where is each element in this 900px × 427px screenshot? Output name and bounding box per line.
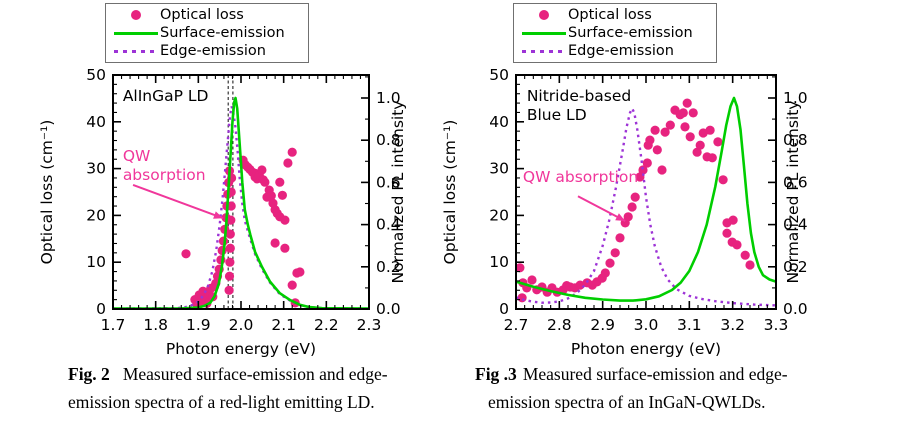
legend-label: Optical loss — [568, 7, 652, 23]
legend-label: Edge-emission — [568, 43, 674, 59]
fig2-caption-line1: Measured surface-emission and edge- — [122, 364, 388, 384]
x-axis-title: Photon energy (eV) — [571, 340, 721, 358]
edge-emission-marker-icon — [114, 49, 158, 53]
qw-absorption-label: QW absorption — [523, 168, 638, 186]
legend-item-optical-loss: Optical loss — [112, 6, 304, 24]
x-tick-label: 3.2 — [720, 316, 745, 334]
y-tick-label-left: 30 — [86, 160, 106, 178]
legend-item-edge-emission: Edge-emission — [520, 42, 712, 60]
y-axis-title-right: Normalized PL intensity — [784, 101, 802, 284]
edge-emission-marker-icon — [522, 49, 566, 53]
y-tick-label-left: 40 — [86, 113, 106, 131]
y-tick-label-left: 0 — [499, 300, 509, 318]
y-tick-label-right: 0.6 — [783, 173, 808, 191]
y-tick-label-left: 20 — [86, 206, 106, 224]
fig3-legend: Optical loss Surface-emission Edge-emiss… — [513, 3, 717, 63]
x-tick-label: 2.2 — [314, 316, 339, 334]
fig3-caption-line1: Measured surface-emission and edge- — [522, 364, 788, 384]
optical-loss-marker-icon — [539, 10, 549, 20]
x-tick-label: 2.1 — [271, 316, 296, 334]
fig2-chart: 1.7 1.8 1.9 2.0 2.1 2.2 2.3 0 10 20 30 40 50 0.0 0.2 0.… — [38, 66, 407, 358]
edge-emission-curve — [112, 106, 370, 310]
axis-ticks — [515, 74, 777, 310]
x-tick-label: 3.1 — [677, 316, 702, 334]
x-tick-label: 2.7 — [504, 316, 529, 334]
x-tick-label: 1.8 — [143, 316, 168, 334]
fig3-caption-number: Fig .3 — [475, 364, 517, 384]
qw-absorption-arrow — [132, 184, 224, 220]
surface-emission-marker-icon — [114, 31, 158, 35]
fig2-legend: Optical loss Surface-emission Edge-emiss… — [105, 3, 309, 63]
optical-loss-points — [515, 98, 755, 303]
device-label: Blue LD — [527, 106, 587, 124]
fig2-caption: Fig. 2 Measured surface-emission and edge… — [68, 360, 458, 416]
legend-item-optical-loss: Optical loss — [520, 6, 712, 24]
x-tick-label: 2.3 — [357, 316, 382, 334]
x-tick-label: 3.3 — [764, 316, 789, 334]
y-tick-label-left: 20 — [489, 206, 509, 224]
edge-emission-curve — [515, 105, 777, 307]
y-tick-label-right: 0.0 — [783, 300, 808, 318]
y-tick-label-right: 0.2 — [376, 258, 401, 276]
device-label: AlInGaP LD — [123, 87, 209, 105]
legend-label: Surface-emission — [568, 25, 693, 41]
qw-absorption-label: QW — [123, 147, 151, 165]
y-tick-label-right: 0.4 — [783, 216, 808, 234]
qw-absorption-label: absorption — [123, 166, 206, 184]
fig2-caption-line2: emission spectra of a red-light emitting… — [68, 392, 375, 412]
fig2-caption-number: Fig. 2 — [68, 364, 110, 384]
device-label: Nitride-based — [527, 87, 631, 105]
x-tick-label: 2.0 — [229, 316, 254, 334]
y-tick-label-left: 50 — [489, 66, 509, 84]
x-tick-label: 1.9 — [186, 316, 211, 334]
axis-ticks — [112, 74, 370, 310]
y-tick-label-right: 0.4 — [376, 216, 401, 234]
y-axis-title-right: Normalized PL intensity — [389, 101, 407, 284]
legend-item-surface-emission: Surface-emission — [520, 24, 712, 42]
fig3-caption: Fig .3 Measured surface-emission and edge… — [475, 360, 865, 416]
x-axis-title: Photon energy (eV) — [166, 340, 316, 358]
x-tick-label: 2.8 — [547, 316, 572, 334]
y-tick-label-right: 0.8 — [376, 131, 401, 149]
y-tick-label-left: 0 — [96, 300, 106, 318]
qw-absorption-arrowhead — [213, 211, 224, 219]
y-tick-label-right: 0.2 — [783, 258, 808, 276]
fig3-caption-line2: emission spectra of an InGaN-QWLDs. — [488, 392, 766, 412]
fig3-chart: 2.7 2.8 2.9 3.0 3.1 3.2 3.3 0 10 20 30 40 50 0.0 0.2 0.… — [441, 66, 808, 358]
surface-emission-curve — [515, 96, 777, 302]
y-tick-label-right: 0.6 — [376, 173, 401, 191]
x-tick-label: 2.9 — [590, 316, 615, 334]
surface-emission-curve — [112, 96, 370, 310]
legend-item-surface-emission: Surface-emission — [112, 24, 304, 42]
surface-emission-marker-icon — [522, 31, 566, 35]
x-tick-label: 1.7 — [101, 316, 126, 334]
y-tick-label-left: 40 — [489, 113, 509, 131]
y-tick-label-left: 50 — [86, 66, 106, 84]
y-tick-label-left: 10 — [489, 253, 509, 271]
y-tick-label-left: 10 — [86, 253, 106, 271]
legend-label: Surface-emission — [160, 25, 285, 41]
y-axis-title-left: Optical loss (cm⁻¹) — [38, 120, 56, 265]
legend-item-edge-emission: Edge-emission — [112, 42, 304, 60]
qw-absorption-arrowhead — [615, 213, 626, 221]
y-axis-title-left: Optical loss (cm⁻¹) — [441, 120, 459, 265]
legend-label: Edge-emission — [160, 43, 266, 59]
charts-svg: 1.7 1.8 1.9 2.0 2.1 2.2 2.3 0 10 20 30 40 50 0.0 0.2 0.… — [38, 66, 808, 358]
y-tick-label-right: 1.0 — [376, 89, 401, 107]
y-tick-label-right: 0.0 — [376, 300, 401, 318]
y-tick-label-left: 30 — [489, 160, 509, 178]
y-tick-label-right: 0.8 — [783, 131, 808, 149]
x-tick-label: 3.0 — [634, 316, 659, 334]
optical-loss-marker-icon — [131, 10, 141, 20]
y-tick-label-right: 1.0 — [783, 89, 808, 107]
legend-label: Optical loss — [160, 7, 244, 23]
